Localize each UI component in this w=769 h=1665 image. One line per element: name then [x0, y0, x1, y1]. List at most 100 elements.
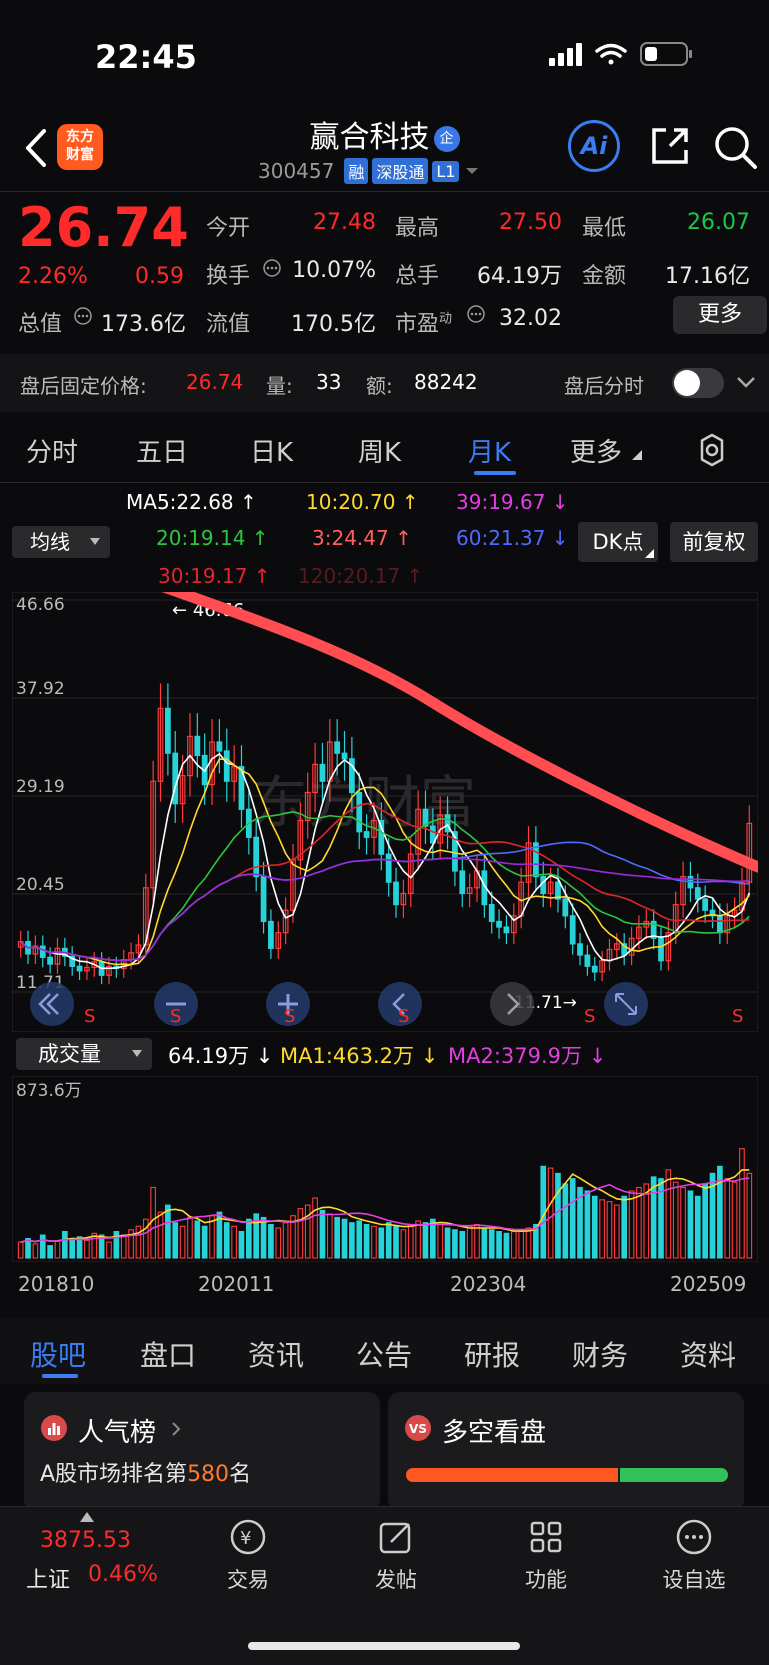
back-icon[interactable] [18, 125, 54, 171]
ma60-legend: 60:21.37 ↓ [456, 526, 569, 550]
volume-select[interactable]: 成交量 [16, 1038, 152, 1070]
tab-five-day[interactable]: 五日 [136, 438, 189, 468]
y-tick-label: 29.19 [16, 777, 65, 797]
ma-select-label: 均线 [30, 530, 70, 554]
nav-functions[interactable]: 功能 [496, 1516, 596, 1594]
tab-order-book[interactable]: 盘口 [140, 1339, 197, 1372]
sell-signal: S [732, 1006, 743, 1027]
candle [562, 898, 569, 917]
vs-icon: VS [405, 1415, 431, 1441]
long-short-card[interactable] [388, 1392, 744, 1512]
index-name[interactable]: 上证 [26, 1568, 71, 1593]
nav-post[interactable]: 发帖 [346, 1516, 446, 1594]
tab-daily-k[interactable]: 日K [250, 438, 294, 468]
tab-announcements[interactable]: 公告 [356, 1339, 413, 1372]
info-dots-icon[interactable] [73, 306, 93, 326]
volume-bar [260, 1216, 267, 1259]
nav-watchlist-settings[interactable]: 设自选 [644, 1516, 744, 1594]
volume-bar [407, 1223, 414, 1259]
candle [378, 819, 385, 855]
volume-ma-lines [20, 1169, 750, 1243]
volume-bar [385, 1222, 392, 1259]
change-amount: 0.59 [135, 264, 184, 289]
sell-signal: S [398, 1006, 409, 1027]
index-change[interactable]: 0.46% [88, 1562, 158, 1587]
ma3-legend: 3:24.47 ↑ [312, 526, 412, 550]
volume-bar [371, 1225, 377, 1259]
volume-bar [577, 1186, 583, 1259]
tab-research[interactable]: 研报 [464, 1339, 521, 1372]
gear-icon[interactable] [694, 432, 730, 468]
volume-bar [614, 1204, 620, 1259]
candle [231, 766, 238, 782]
volume-bar [47, 1245, 53, 1259]
chevron-down-icon[interactable] [734, 372, 758, 392]
bull-ratio-bar [406, 1468, 618, 1482]
candle [84, 966, 90, 972]
after-hours-row: 盘后固定价格: 26.74 量: 33 额: 88242 盘后分时 [0, 354, 769, 412]
chart-control-buttons [30, 982, 648, 1026]
app-logo[interactable]: 东方 财富 [57, 124, 103, 170]
forward-adjust-button[interactable]: 前复权 [670, 522, 758, 562]
volume-bar [25, 1238, 31, 1259]
info-dots-icon[interactable] [262, 258, 282, 278]
tab-financials[interactable]: 财务 [572, 1339, 629, 1372]
dk-point-button[interactable]: DK点 [578, 522, 658, 562]
tab-profile[interactable]: 资料 [680, 1339, 737, 1372]
low-value: 26.07 [687, 210, 750, 235]
ma10-legend: 10:20.70 ↑ [306, 490, 419, 514]
connect-badge: 深股通 [372, 158, 429, 184]
nav-trade[interactable]: ¥ 交易 [198, 1516, 298, 1594]
volume-bar [76, 1236, 83, 1259]
ma5-line [20, 752, 751, 970]
mktcap-value: 173.6亿 [101, 312, 186, 337]
dropdown-caret-icon[interactable] [463, 165, 481, 177]
volume-bar [393, 1225, 399, 1259]
info-dots-icon[interactable] [466, 304, 486, 324]
candle [503, 926, 510, 934]
share-icon[interactable] [648, 124, 692, 168]
volume-bar [466, 1225, 473, 1259]
more-button[interactable]: 更多 [673, 296, 767, 334]
tabs-divider [0, 482, 769, 483]
ai-button[interactable]: Ai [568, 120, 620, 172]
volume-bar [84, 1239, 90, 1259]
tab-intraday[interactable]: 分时 [26, 438, 79, 468]
tab-weekly-k[interactable]: 周K [358, 438, 402, 468]
volume-bar [555, 1172, 561, 1259]
volume-bar [179, 1225, 186, 1259]
volume-chart[interactable]: 873.6万 [12, 1076, 758, 1262]
candle [260, 875, 267, 923]
volume-bar [717, 1165, 723, 1259]
volume-bar [533, 1223, 539, 1259]
search-icon[interactable] [712, 124, 758, 170]
candle [76, 965, 83, 972]
volume-bar [98, 1234, 105, 1259]
candle [179, 775, 186, 805]
candle [385, 853, 392, 883]
candle [194, 735, 201, 757]
tab-news[interactable]: 资讯 [248, 1339, 305, 1372]
volume-bar [481, 1227, 488, 1259]
tab-monthly-k[interactable]: 月K [468, 438, 512, 468]
index-value[interactable]: 3875.53 [40, 1528, 131, 1553]
scroll-left-fast-icon [30, 982, 74, 1026]
popularity-card[interactable] [24, 1392, 380, 1512]
tab-more[interactable]: 更多 [570, 438, 623, 468]
volume-bar [694, 1195, 701, 1259]
candle [187, 735, 193, 777]
volume-bar [275, 1227, 282, 1259]
volume-bars [17, 1148, 753, 1259]
ma-select[interactable]: 均线 [12, 526, 110, 558]
volume-bar [459, 1231, 466, 1259]
header-divider [0, 191, 769, 192]
mktcap-label: 总值 [18, 312, 63, 337]
margin-badge: 融 [344, 158, 369, 184]
ma120-legend: 120:20.17 ↑ [298, 564, 424, 588]
svg-text:VS: VS [409, 1422, 427, 1436]
open-value: 27.48 [313, 210, 376, 235]
tab-forum[interactable]: 股吧 [30, 1339, 87, 1372]
after-hours-amt: 88242 [414, 370, 478, 394]
dropdown-caret-icon [132, 1050, 142, 1057]
